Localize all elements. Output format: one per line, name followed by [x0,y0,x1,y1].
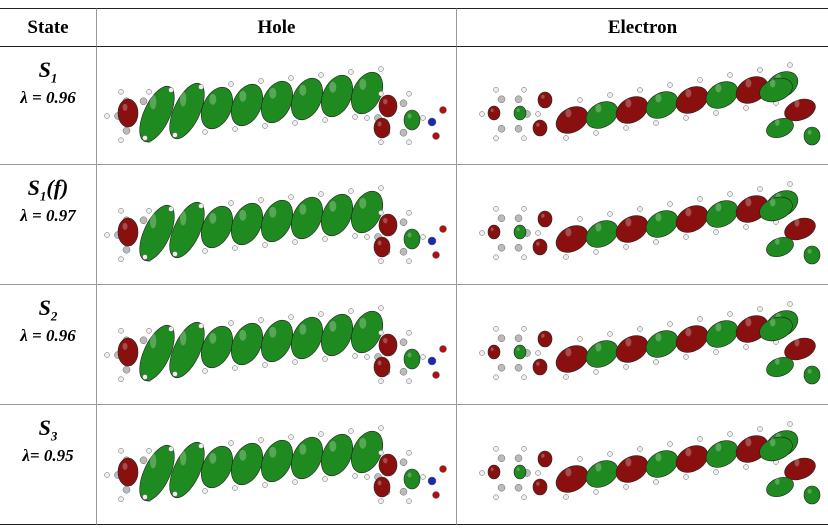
state-subscript: 3 [51,428,58,443]
state-subscript: 2 [51,308,58,323]
state-cell: S1(f)λ = 0.97 [0,165,97,285]
state-name: S2 [0,295,96,324]
state-cell: S1λ = 0.96 [0,47,97,165]
state-symbol: S [39,57,51,82]
state-subscript: 1 [51,70,58,85]
lambda: λ = 0.96 [0,88,96,108]
electron-cell [457,165,828,285]
state-cell: S2λ = 0.96 [0,285,97,405]
state-suffix: (f) [46,175,68,200]
figure-table: State Hole Electron S1λ = 0.96S1(f)λ = 0… [0,0,828,530]
electron-cell [457,47,828,165]
electron-cell [457,405,828,525]
state-name: S3 [0,415,96,444]
electron-cell [457,285,828,405]
state-name: S1(f) [0,175,96,204]
hole-cell [97,285,457,405]
hole-cell [97,405,457,525]
state-cell: S3λ= 0.95 [0,405,97,525]
lambda: λ = 0.96 [0,326,96,346]
hole-cell [97,47,457,165]
lambda: λ= 0.95 [0,446,96,466]
hole-cell [97,165,457,285]
state-symbol: S [39,295,51,320]
state-symbol: S [28,175,40,200]
lambda: λ = 0.97 [0,206,96,226]
state-name: S1 [0,57,96,86]
state-symbol: S [39,415,51,440]
